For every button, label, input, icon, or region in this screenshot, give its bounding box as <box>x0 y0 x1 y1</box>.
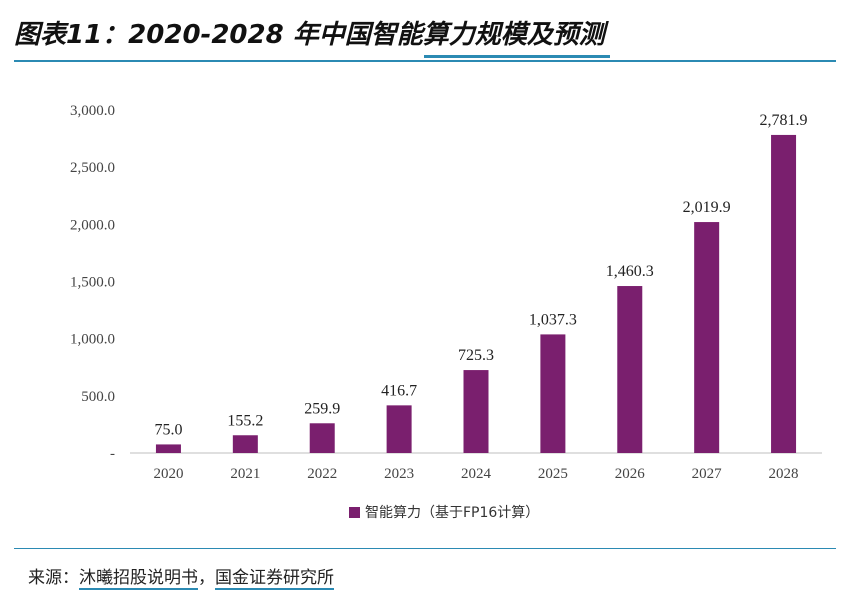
bar <box>309 423 335 453</box>
x-tick-label: 2026 <box>615 466 646 482</box>
source-prefix: 来源： <box>28 568 79 588</box>
data-label: 2,019.9 <box>683 199 731 216</box>
data-label: 259.9 <box>304 400 340 417</box>
source-a: 沐曦招股说明书 <box>79 568 198 588</box>
legend-label: 智能算力（基于FP16计算） <box>365 505 540 521</box>
bar <box>386 405 412 453</box>
legend-swatch <box>349 506 360 518</box>
bar-chart: - 500.0 1,000.0 1,500.0 2,000.0 2,500.0 3,000.… <box>70 103 822 482</box>
x-tick-label: 2028 <box>769 466 799 482</box>
bar <box>155 444 181 453</box>
y-tick-label: 2,500.0 <box>70 160 115 176</box>
x-tick-label: 2020 <box>153 466 183 482</box>
bar <box>694 222 720 453</box>
footer-divider <box>14 548 836 549</box>
source-b: 国金证券研究所 <box>215 568 334 588</box>
bar <box>617 286 643 453</box>
bar <box>771 134 797 453</box>
y-tick-label: 1,000.0 <box>70 332 115 348</box>
y-tick-label: 1,500.0 <box>70 275 115 291</box>
source-separator: ， <box>198 568 215 588</box>
data-label: 2,781.9 <box>760 112 808 129</box>
x-tick-label: 2027 <box>692 466 723 482</box>
title-accent-line <box>424 55 610 58</box>
x-tick-label: 2025 <box>538 466 568 482</box>
bar <box>463 370 489 453</box>
data-label: 1,460.3 <box>606 263 654 280</box>
y-tick-label: - <box>110 446 115 462</box>
data-label: 1,037.3 <box>529 311 577 328</box>
y-tick-label: 2,000.0 <box>70 217 115 233</box>
x-axis: 2020 2021 2022 2023 2024 2025 2026 2027 2028 <box>130 452 822 482</box>
y-tick-label: 3,000.0 <box>70 103 115 119</box>
data-label: 75.0 <box>154 421 182 438</box>
x-tick-label: 2023 <box>384 466 414 482</box>
legend: 智能算力（基于FP16计算） <box>349 502 539 522</box>
chart-title: 图表11：2020-2028 年中国智能算力规模及预测 <box>14 20 605 50</box>
title-divider <box>14 60 836 62</box>
x-tick-label: 2021 <box>230 466 260 482</box>
y-tick-label: 500.0 <box>81 389 115 405</box>
source-note: 来源：沐曦招股说明书，国金证券研究所 <box>28 563 334 588</box>
x-tick-label: 2024 <box>461 466 492 482</box>
data-label: 725.3 <box>458 347 494 364</box>
data-labels: 75.0 155.2 259.9 416.7 725.3 1,037.3 1,460.3 2,… <box>154 112 807 438</box>
x-tick-label: 2022 <box>307 466 337 482</box>
y-axis: - 500.0 1,000.0 1,500.0 2,000.0 2,500.0 3,000.… <box>70 103 115 462</box>
data-label: 416.7 <box>381 382 417 399</box>
bar <box>540 334 566 453</box>
bar <box>232 435 258 453</box>
bar-series <box>155 134 797 453</box>
data-label: 155.2 <box>227 412 263 429</box>
